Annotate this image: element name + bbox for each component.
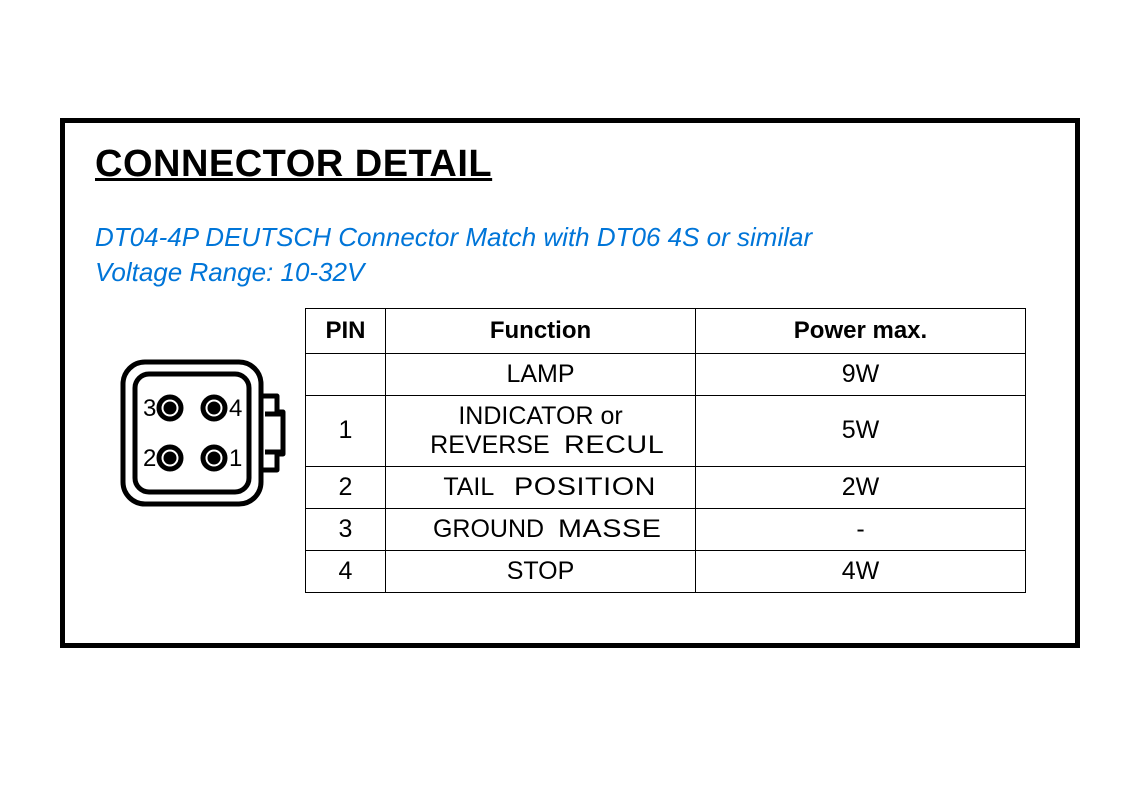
cell-func: TAIL POSITION: [386, 466, 696, 508]
col-header-pin: PIN: [306, 309, 386, 354]
pin-table: PIN Function Power max. LAMP 9W 1 INDICA…: [305, 308, 1026, 593]
table-header-row: PIN Function Power max.: [306, 309, 1026, 354]
table-row: 4 STOP 4W: [306, 550, 1026, 592]
pin-label-1: 1: [229, 445, 242, 472]
func-alt: MASSE: [558, 515, 662, 544]
detail-frame: CONNECTOR DETAIL DT04-4P DEUTSCH Connect…: [60, 118, 1080, 648]
cell-power: 4W: [696, 550, 1026, 592]
table-row: 1 INDICATOR or REVERSE RECUL 5W: [306, 396, 1026, 467]
cell-power: 5W: [696, 396, 1026, 467]
cell-power: 2W: [696, 466, 1026, 508]
page-title: CONNECTOR DETAIL: [95, 143, 1045, 186]
cell-func: LAMP: [386, 354, 696, 396]
func-main: STOP: [507, 557, 575, 585]
subtitle-line-2: Voltage Range: 10-32V: [95, 257, 364, 287]
cell-func: GROUND MASSE: [386, 508, 696, 550]
cell-func: STOP: [386, 550, 696, 592]
subtitle-line-1: DT04-4P DEUTSCH Connector Match with DT0…: [95, 222, 812, 252]
func-main: GROUND: [433, 515, 544, 543]
cell-pin: [306, 354, 386, 396]
cell-pin: 1: [306, 396, 386, 467]
col-header-function: Function: [386, 309, 696, 354]
cell-pin: 2: [306, 466, 386, 508]
func-alt: POSITION: [514, 473, 656, 502]
connector-diagram: 3 4 2 1: [95, 348, 295, 518]
cell-pin: 3: [306, 508, 386, 550]
col-header-power: Power max.: [696, 309, 1026, 354]
pin-label-3: 3: [143, 395, 156, 422]
cell-func: INDICATOR or REVERSE RECUL: [386, 396, 696, 467]
table-row: LAMP 9W: [306, 354, 1026, 396]
func-main: TAIL: [443, 473, 493, 501]
pin-label-4: 4: [229, 395, 242, 422]
func-main: LAMP: [506, 360, 574, 388]
pin-label-2: 2: [143, 445, 156, 472]
cell-power: 9W: [696, 354, 1026, 396]
cell-power: -: [696, 508, 1026, 550]
content-row: 3 4 2 1 PIN Function Power max. LAMP: [95, 308, 1045, 593]
table-row: 3 GROUND MASSE -: [306, 508, 1026, 550]
func-alt: RECUL: [564, 431, 664, 460]
cell-pin: 4: [306, 550, 386, 592]
subtitle: DT04-4P DEUTSCH Connector Match with DT0…: [95, 220, 1045, 290]
table-row: 2 TAIL POSITION 2W: [306, 466, 1026, 508]
